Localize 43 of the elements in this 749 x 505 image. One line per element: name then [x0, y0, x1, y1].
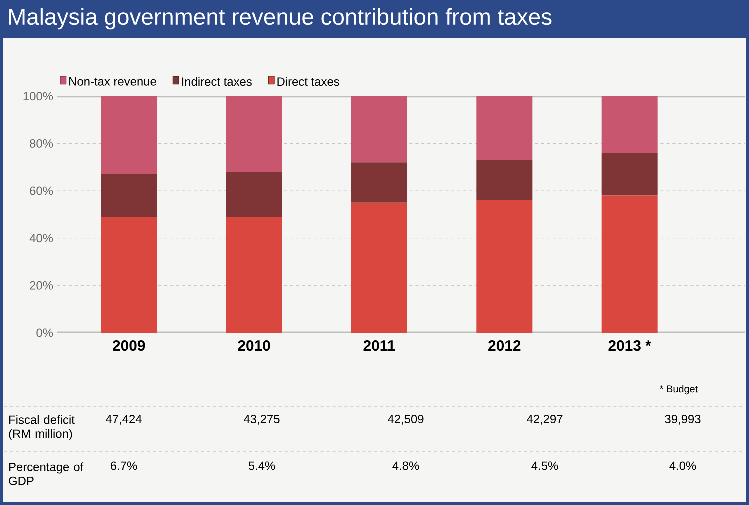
bar	[602, 153, 658, 196]
text: * Budget	[660, 385, 698, 395]
legend-label: Direct taxes	[278, 77, 340, 86]
y-tick-label: 100%	[24, 92, 54, 101]
text: 43,275	[244, 415, 280, 425]
bar	[351, 96, 408, 163]
bar	[476, 96, 533, 160]
bar	[351, 202, 408, 333]
text: 6.7%	[110, 462, 138, 470]
x-tick-label: 2010	[238, 340, 270, 352]
x-tick-label: 2013 *	[608, 340, 652, 352]
text: 39,993	[665, 415, 701, 425]
bar	[602, 196, 658, 333]
text: 4.0%	[670, 462, 696, 470]
y-tick-label: 0%	[36, 328, 54, 338]
bar	[226, 96, 282, 172]
bar	[351, 162, 408, 203]
bar	[602, 96, 658, 154]
bar	[476, 160, 533, 200]
y-tick-label: 80%	[30, 139, 54, 148]
text: 42,509	[388, 415, 424, 425]
bar	[101, 174, 158, 218]
text: 47,424	[106, 415, 142, 425]
text: 5.4%	[248, 462, 276, 470]
bar	[101, 96, 158, 174]
y-tick-label: 40%	[30, 234, 54, 243]
chart-title: Malaysia government revenue contribution from taxes	[9, 8, 552, 30]
text: 4.5%	[532, 462, 558, 470]
x-tick-label: 2009	[113, 340, 146, 352]
text: Percentage of GDP	[9, 462, 84, 486]
text: 4.8%	[392, 462, 420, 470]
bar	[476, 200, 533, 333]
x-tick-label: 2012	[488, 340, 521, 352]
y-tick-label: 20%	[30, 281, 54, 290]
legend-label: Non-tax revenue	[70, 78, 156, 86]
bar	[101, 217, 158, 333]
bar	[226, 172, 282, 218]
x-tick-label: 2011	[364, 340, 396, 352]
y-tick-label: 60%	[30, 186, 54, 196]
text: 42,297	[527, 415, 563, 425]
legend-label: Indirect taxes	[182, 77, 252, 86]
text: Fiscal deficit (RM million)	[9, 415, 75, 441]
bar	[226, 217, 282, 333]
